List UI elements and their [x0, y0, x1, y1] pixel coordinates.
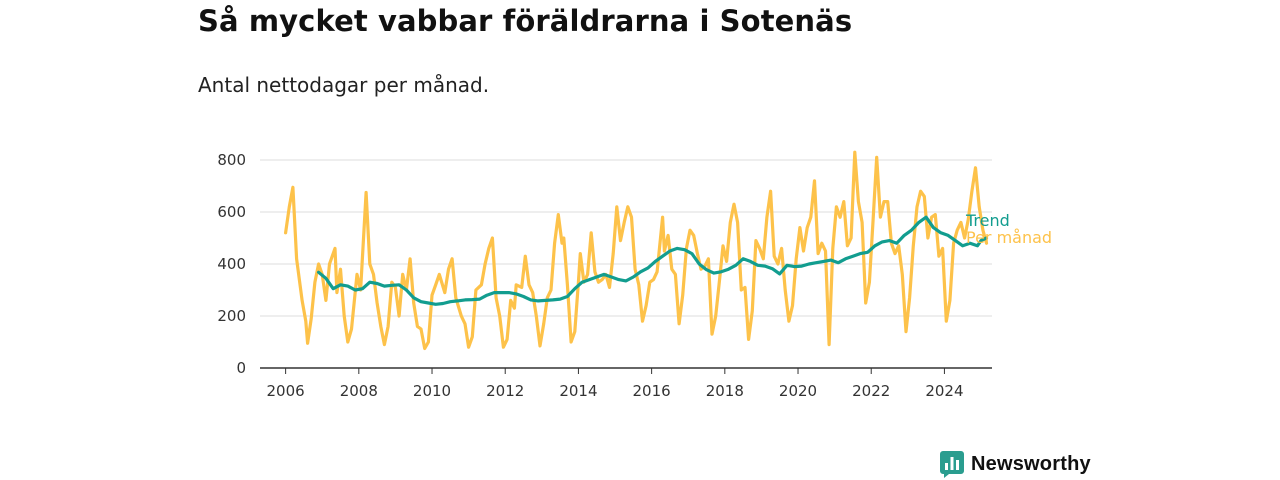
x-tick-label: 2022: [852, 382, 890, 400]
series-line-per-manad: [284, 150, 989, 351]
x-tick-label: 2008: [340, 382, 378, 400]
x-tick-label: 2010: [413, 382, 451, 400]
y-axis-ticks: 0 200 400 600 800: [217, 151, 246, 377]
x-tick-label: 2006: [267, 382, 305, 400]
y-tick-label: 200: [217, 307, 246, 325]
x-tick-label: 2018: [706, 382, 744, 400]
series-line-trend: [317, 215, 989, 306]
chart-title: Så mycket vabbar föräldrarna i Sotenäs: [198, 4, 853, 38]
legend-label-trend: Trend: [965, 211, 1010, 230]
y-tick-label: 800: [217, 151, 246, 169]
brand-logo: Newsworthy: [940, 450, 1091, 478]
chart-subtitle: Antal nettodagar per månad.: [198, 73, 490, 97]
newsworthy-logo-icon: [940, 450, 964, 478]
x-tick-label: 2020: [779, 382, 817, 400]
x-tick-label: 2016: [633, 382, 671, 400]
legend-label-per-manad: Per månad: [966, 228, 1052, 247]
brand-name: Newsworthy: [971, 452, 1091, 475]
x-tick-label: 2014: [559, 382, 597, 400]
y-tick-label: 400: [217, 255, 246, 273]
x-tick-label: 2012: [486, 382, 524, 400]
x-axis: 2006 2008 2010 2012 2014 2016 2018 2020 2022 2024: [260, 367, 992, 400]
y-tick-label: 600: [217, 203, 246, 221]
series-lines: [284, 150, 989, 351]
y-tick-label: 0: [236, 359, 246, 377]
x-tick-label: 2024: [925, 382, 963, 400]
